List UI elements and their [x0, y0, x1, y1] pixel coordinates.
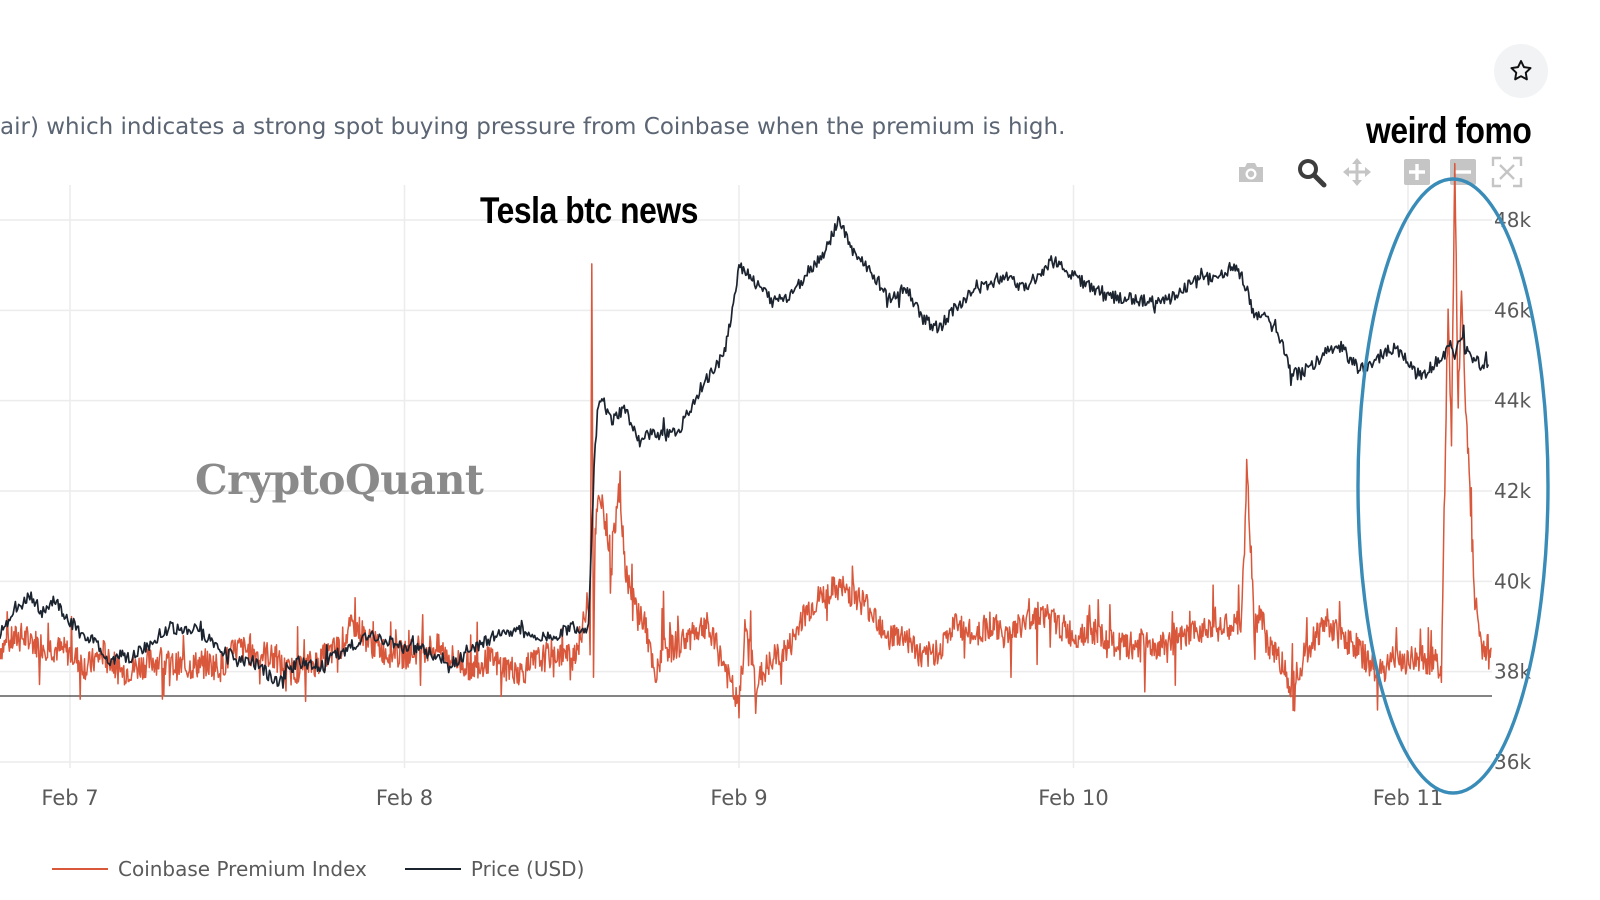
fomo-annotation: weird fomo [1366, 110, 1532, 151]
legend: Coinbase Premium Index Price (USD) [52, 856, 622, 882]
camera-icon [1239, 163, 1263, 182]
pan-button[interactable] [1340, 155, 1374, 189]
price-series-line [0, 215, 1490, 689]
x-tick-label: Feb 9 [710, 786, 767, 810]
legend-swatch-premium [52, 868, 108, 870]
autoscale-icon [1491, 156, 1523, 188]
y-tick-label: 42k [1494, 479, 1531, 503]
legend-label-premium: Coinbase Premium Index [118, 857, 367, 881]
x-tick-label: Feb 11 [1373, 786, 1444, 810]
y-tick-label: 40k [1494, 569, 1531, 593]
legend-item-premium[interactable]: Coinbase Premium Index [52, 857, 367, 881]
pan-icon [1343, 158, 1371, 186]
tesla-annotation: Tesla btc news [480, 190, 698, 231]
chart-toolbar [1232, 155, 1532, 189]
legend-label-price: Price (USD) [470, 857, 585, 881]
zoom-icon [1298, 159, 1327, 188]
x-tick-label: Feb 7 [41, 786, 98, 810]
y-tick-label: 46k [1494, 298, 1531, 322]
y-tick-label: 44k [1494, 389, 1531, 413]
zoom-in-icon [1404, 159, 1430, 185]
x-tick-label: Feb 8 [376, 786, 433, 810]
autoscale-button[interactable] [1490, 155, 1524, 189]
star-icon [1510, 60, 1532, 81]
favorite-button[interactable] [1494, 44, 1548, 98]
fomo-highlight-circle [1356, 177, 1550, 795]
zoom-in-button[interactable] [1400, 155, 1434, 189]
camera-button[interactable] [1234, 155, 1268, 189]
watermark: CryptoQuant [195, 456, 484, 504]
legend-swatch-price [404, 868, 461, 870]
chart-description: air) which indicates a strong spot buyin… [0, 114, 1066, 140]
x-axis-ticks: Feb 7 Feb 8 Feb 9 Feb 10 Feb 11 [41, 786, 1443, 810]
grid [0, 185, 1492, 768]
legend-item-price[interactable]: Price (USD) [404, 857, 585, 881]
premium-series-line [0, 162, 1492, 719]
x-tick-label: Feb 10 [1038, 786, 1109, 810]
zoom-button[interactable] [1294, 155, 1328, 189]
